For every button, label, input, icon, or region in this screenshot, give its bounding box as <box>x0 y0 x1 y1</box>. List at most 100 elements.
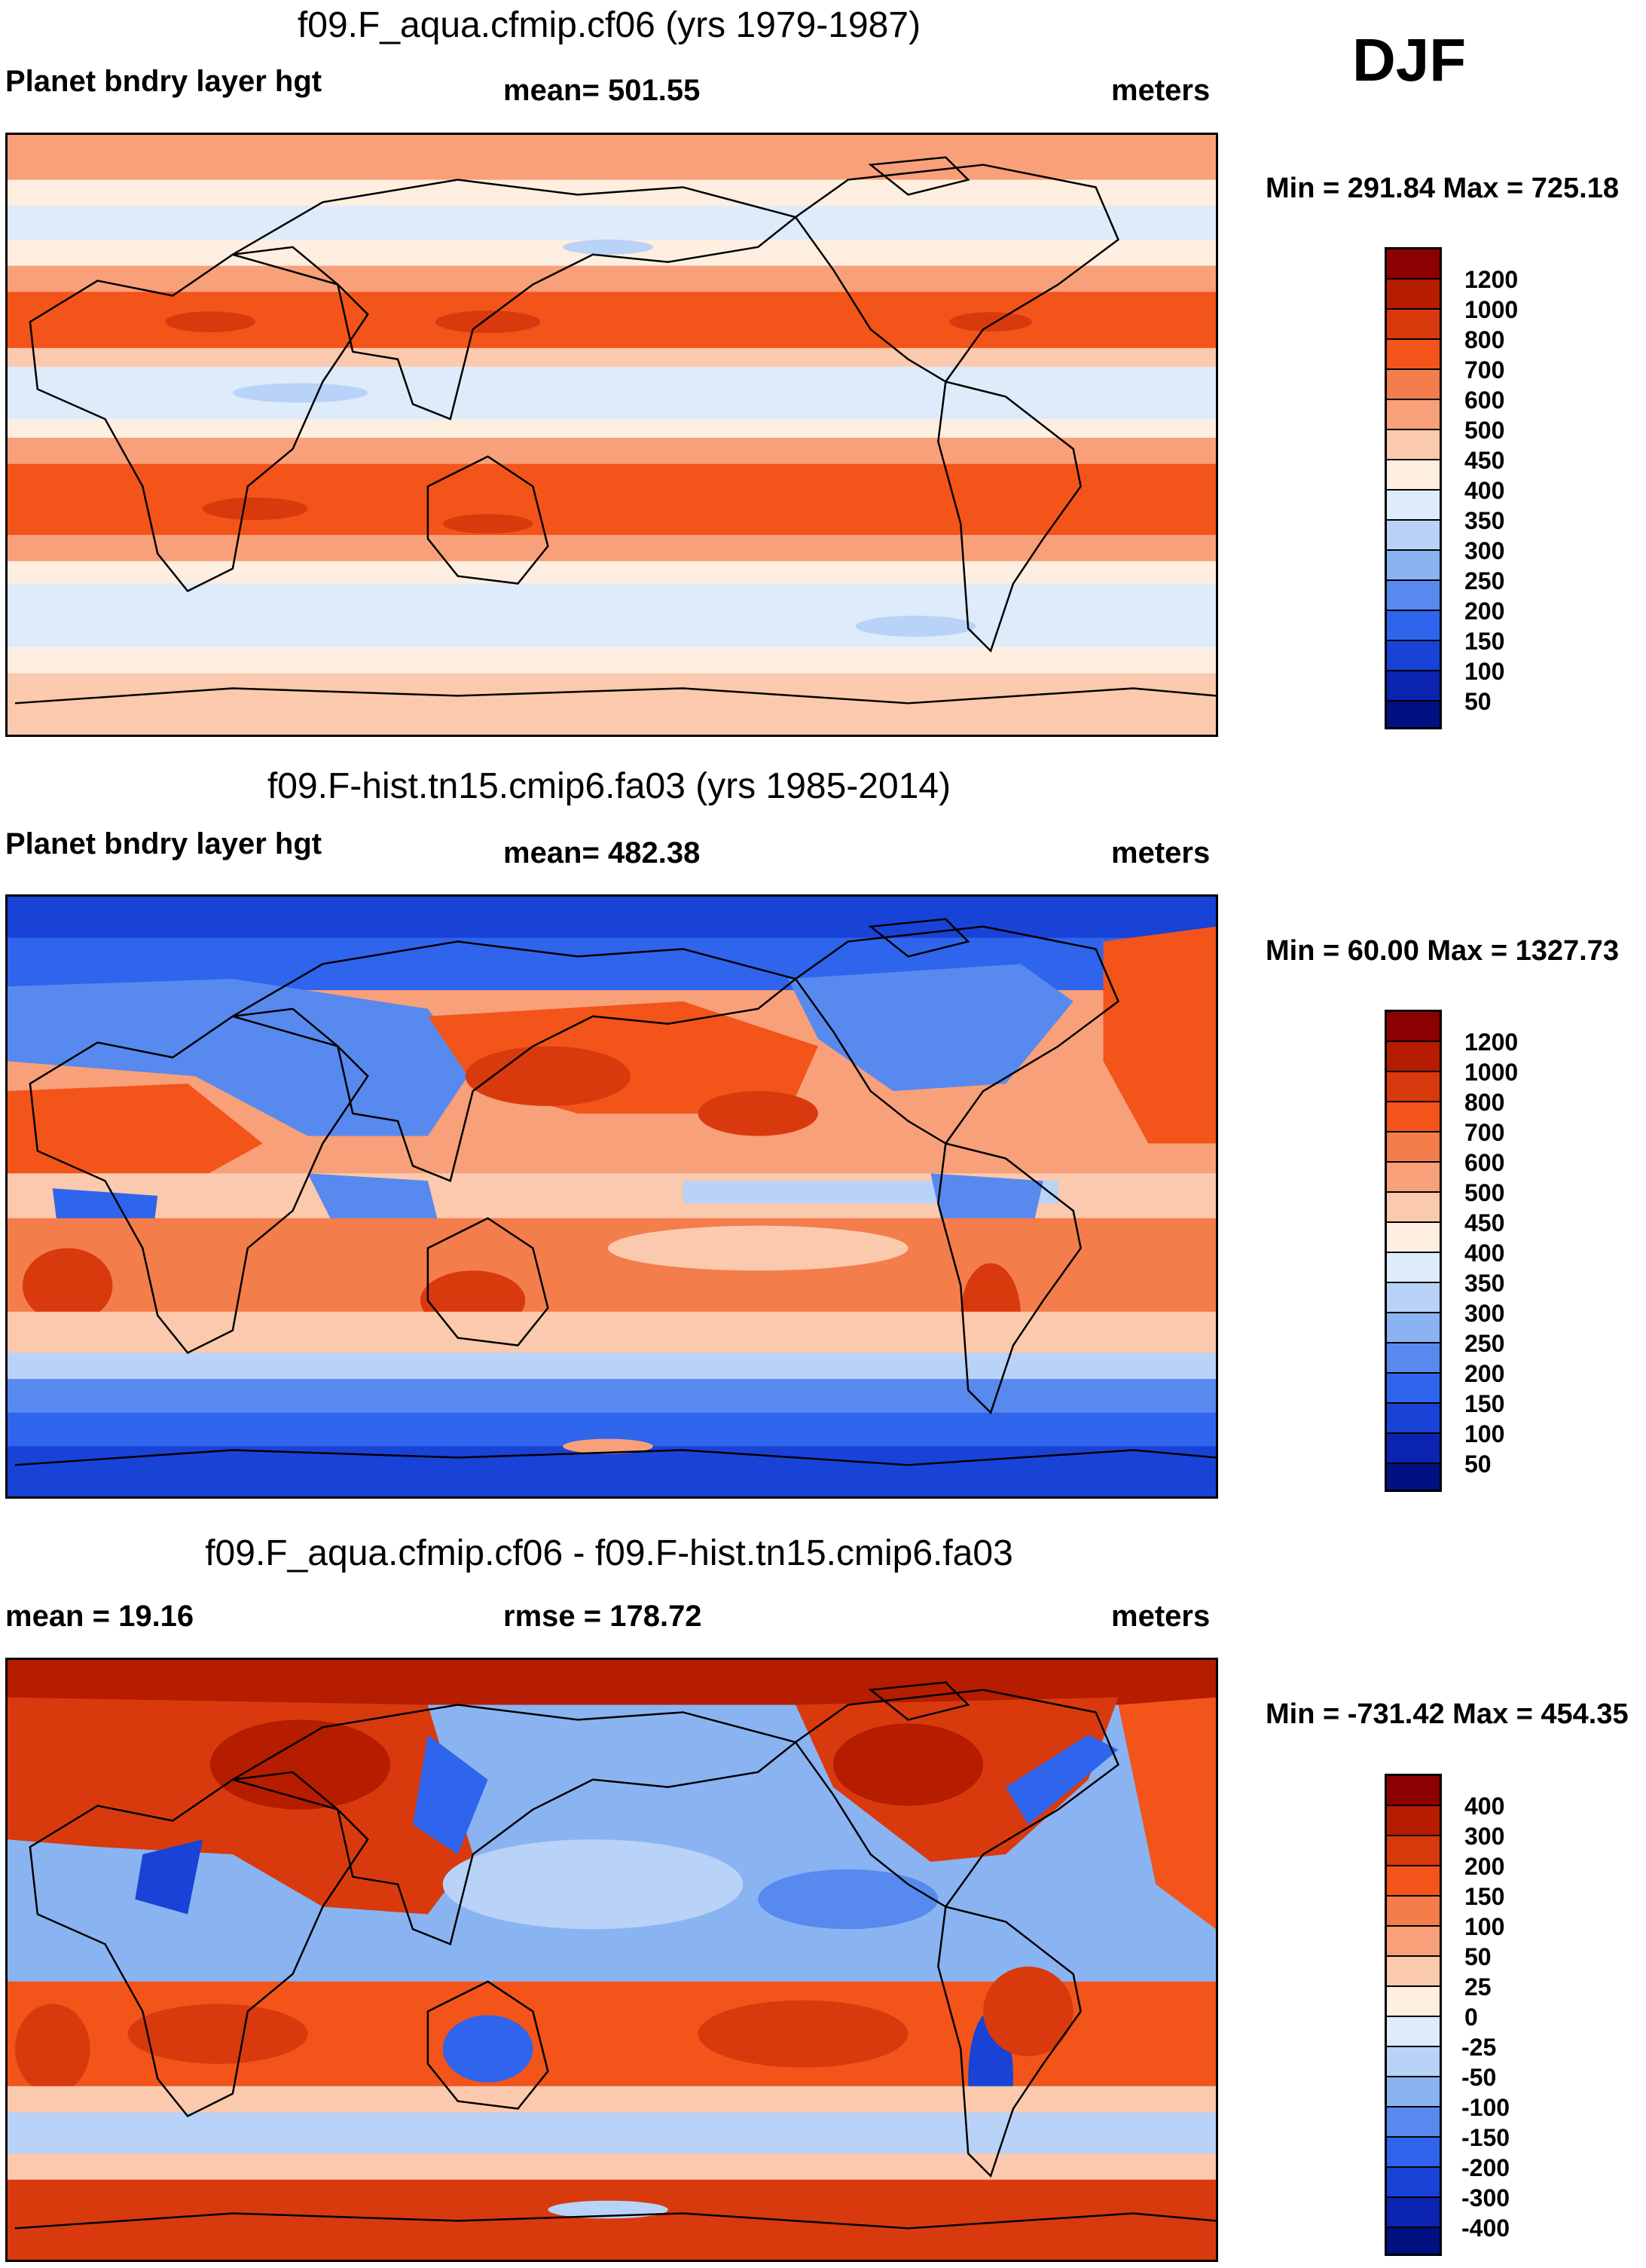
colorbar-swatch <box>1387 701 1440 727</box>
colorbar-swatch <box>1387 1897 1440 1927</box>
panel-2-map <box>5 894 1218 1499</box>
colorbar-swatch <box>1387 2198 1440 2228</box>
colorbar-label: -150 <box>1461 2124 1510 2151</box>
colorbar-swatch <box>1387 1434 1440 1464</box>
colorbar-swatch <box>1387 1957 1440 1987</box>
colorbar-swatch <box>1387 491 1440 521</box>
colorbar-label: 50 <box>1464 1450 1492 1478</box>
colorbar-label: 450 <box>1464 447 1505 474</box>
colorbar-swatch <box>1387 641 1440 671</box>
colorbar-label: 200 <box>1464 598 1505 625</box>
panel-3-units-label: meters <box>1111 1600 1211 1633</box>
colorbar-swatch <box>1387 1836 1440 1866</box>
colorbar-label: -25 <box>1461 2034 1497 2061</box>
colorbar-label: -200 <box>1461 2154 1510 2181</box>
colorbar-label: 100 <box>1464 1913 1505 1940</box>
colorbar-swatch <box>1387 1102 1440 1132</box>
colorbar-label: 150 <box>1464 1390 1505 1417</box>
colorbar-swatch <box>1387 1927 1440 1957</box>
colorbar-swatch <box>1387 1132 1440 1163</box>
colorbar-swatch <box>1387 280 1440 310</box>
colorbar-swatch <box>1387 1464 1440 1490</box>
colorbar-label: 1200 <box>1464 1029 1519 1056</box>
panel-1-title: f09.F_aqua.cfmip.cf06 (yrs 1979-1987) <box>297 5 921 45</box>
colorbar-label: 150 <box>1464 1883 1505 1910</box>
panel-1-units-label: meters <box>1111 74 1211 107</box>
colorbar-swatch <box>1387 1163 1440 1193</box>
colorbar-swatch <box>1387 2108 1440 2138</box>
panel-1-map <box>5 133 1218 737</box>
panel-3-rmse-label: rmse = 178.72 <box>503 1600 702 1633</box>
colorbar-label: -100 <box>1461 2094 1510 2121</box>
colorbar-label: 25 <box>1464 1973 1492 2001</box>
colorbar-swatch <box>1387 1374 1440 1404</box>
colorbar-swatch <box>1387 1987 1440 2017</box>
colorbar-label: 350 <box>1464 1270 1505 1297</box>
colorbar-swatch <box>1387 581 1440 611</box>
colorbar-swatch <box>1387 1776 1440 1806</box>
colorbar-swatch <box>1387 1012 1440 1042</box>
panel-2-colorbar <box>1385 1010 1442 1492</box>
colorbar-label: 400 <box>1464 1239 1505 1267</box>
colorbar-swatch <box>1387 1404 1440 1434</box>
colorbar-label: 800 <box>1464 326 1505 353</box>
colorbar-label: 600 <box>1464 387 1505 414</box>
colorbar-swatch <box>1387 2168 1440 2198</box>
colorbar-label: 300 <box>1464 537 1505 564</box>
colorbar-swatch <box>1387 1313 1440 1343</box>
colorbar-label: 250 <box>1464 567 1505 595</box>
colorbar-label: -400 <box>1461 2215 1510 2242</box>
colorbar-swatch <box>1387 2228 1440 2254</box>
panel-2-mean-label: mean= 482.38 <box>503 836 701 870</box>
colorbar-label: 700 <box>1464 1119 1505 1146</box>
colorbar-swatch <box>1387 1283 1440 1313</box>
colorbar-swatch <box>1387 2047 1440 2077</box>
colorbar-swatch <box>1387 1193 1440 1223</box>
colorbar-label: 600 <box>1464 1149 1505 1176</box>
panel-1-variable-label: Planet bndry layer hgt <box>5 65 322 98</box>
colorbar-label: 800 <box>1464 1089 1505 1116</box>
panel-3-map <box>5 1658 1218 2262</box>
panel-1-minmax: Min = 291.84 Max = 725.18 <box>1266 173 1619 204</box>
colorbar-label: 300 <box>1464 1823 1505 1850</box>
colorbar-label: 250 <box>1464 1330 1505 1357</box>
colorbar-swatch <box>1387 611 1440 641</box>
colorbar-label: 150 <box>1464 628 1505 655</box>
colorbar-swatch <box>1387 430 1440 460</box>
colorbar-swatch <box>1387 671 1440 701</box>
colorbar-label: 50 <box>1464 688 1492 715</box>
colorbar-label: -50 <box>1461 2064 1497 2091</box>
colorbar-label: 500 <box>1464 417 1505 444</box>
colorbar-swatch <box>1387 1223 1440 1253</box>
colorbar-label: 450 <box>1464 1209 1505 1236</box>
panel-2-title: f09.F-hist.tn15.cmip6.fa03 (yrs 1985-201… <box>267 766 951 806</box>
colorbar-swatch <box>1387 1343 1440 1374</box>
panel-2-units-label: meters <box>1111 836 1211 870</box>
colorbar-swatch <box>1387 521 1440 551</box>
panel-1-colorbar <box>1385 247 1442 729</box>
colorbar-swatch <box>1387 460 1440 491</box>
colorbar-label: 400 <box>1464 1793 1505 1820</box>
season-label: DJF <box>1352 26 1467 93</box>
colorbar-label: 0 <box>1464 2004 1478 2031</box>
panel-3-minmax: Min = -731.42 Max = 454.35 <box>1266 1698 1629 1730</box>
colorbar-swatch <box>1387 370 1440 400</box>
colorbar-label: 50 <box>1464 1943 1492 1970</box>
colorbar-swatch <box>1387 2017 1440 2047</box>
colorbar-swatch <box>1387 1866 1440 1897</box>
colorbar-label: 200 <box>1464 1853 1505 1880</box>
panel-3-title: f09.F_aqua.cfmip.cf06 - f09.F-hist.tn15.… <box>205 1533 1013 1573</box>
colorbar-swatch <box>1387 340 1440 370</box>
colorbar-swatch <box>1387 1042 1440 1072</box>
colorbar-label: 350 <box>1464 507 1505 534</box>
colorbar-label: 100 <box>1464 1420 1505 1447</box>
colorbar-swatch <box>1387 1072 1440 1102</box>
colorbar-label: 1000 <box>1464 296 1519 323</box>
colorbar-swatch <box>1387 2077 1440 2108</box>
colorbar-label: 1000 <box>1464 1059 1519 1086</box>
colorbar-label: 400 <box>1464 477 1505 504</box>
panel-3-mean-label: mean = 19.16 <box>5 1600 194 1633</box>
colorbar-swatch <box>1387 551 1440 581</box>
colorbar-label: 500 <box>1464 1179 1505 1206</box>
colorbar-label: 300 <box>1464 1300 1505 1327</box>
